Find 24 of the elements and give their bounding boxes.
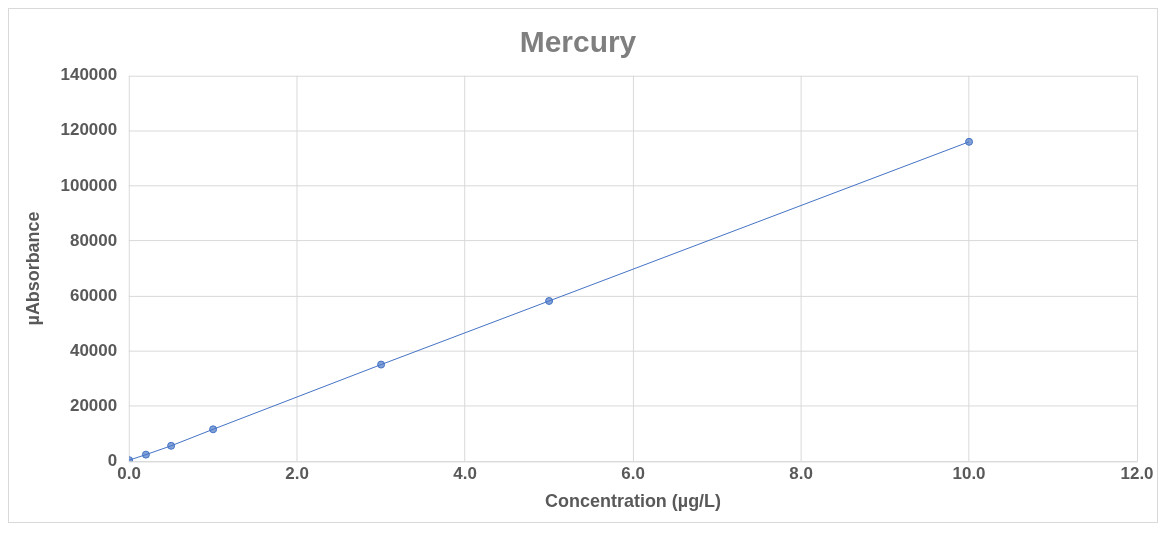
x-tick-label: 6.0 bbox=[621, 464, 645, 484]
point bbox=[209, 425, 218, 434]
x-tick-label: 12.0 bbox=[1120, 464, 1154, 484]
x-tick-label: 0.0 bbox=[117, 464, 141, 484]
point bbox=[377, 360, 386, 369]
x-tick-label: 10.0 bbox=[952, 464, 986, 484]
y-axis-title: µAbsorbance bbox=[22, 211, 43, 326]
y-tick-label: 20000 bbox=[69, 395, 118, 415]
point bbox=[141, 450, 150, 459]
x-tick-label: 8.0 bbox=[789, 464, 813, 484]
x-tick-label: 4.0 bbox=[453, 464, 477, 484]
y-tick-label: 60000 bbox=[69, 285, 118, 305]
x-tick-label: 2.0 bbox=[285, 464, 309, 484]
x-axis-title: Concentration (µg/L) bbox=[545, 491, 722, 512]
point bbox=[545, 296, 554, 305]
y-tick-label: 120000 bbox=[60, 120, 118, 140]
point bbox=[167, 441, 176, 450]
y-tick-label: 80000 bbox=[69, 230, 118, 250]
y-tick-label: 40000 bbox=[69, 340, 118, 360]
y-tick-label: 0 bbox=[107, 450, 118, 470]
point bbox=[965, 137, 974, 146]
chart-title: Mercury bbox=[519, 25, 637, 59]
y-tick-label: 140000 bbox=[60, 65, 118, 85]
y-tick-label: 100000 bbox=[60, 175, 118, 195]
